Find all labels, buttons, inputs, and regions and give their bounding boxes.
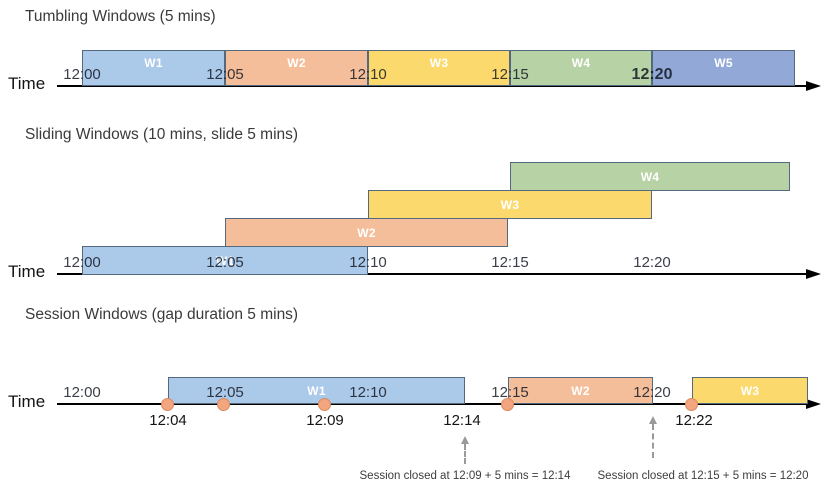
axis-tick-label: 12:10 xyxy=(349,66,387,83)
axis-tick-label: 12:05 xyxy=(206,254,244,271)
event-dot xyxy=(161,398,174,411)
session-event-label: 12:22 xyxy=(675,412,713,429)
tumbling-window-w5: W5 xyxy=(652,50,795,86)
window-label: W1 xyxy=(144,56,163,70)
window-label: W2 xyxy=(287,56,306,70)
axis-tick-label: 12:20 xyxy=(633,254,671,271)
window-label: W3 xyxy=(500,197,520,212)
axis-tick-label: 12:00 xyxy=(63,384,101,401)
axis-tick-label: 12:10 xyxy=(349,384,387,401)
session-event-label: 12:04 xyxy=(149,412,187,429)
window-label: W1 xyxy=(215,253,235,268)
axis-tick-label: 12:05 xyxy=(206,384,244,401)
window-label: W2 xyxy=(357,225,376,240)
dashed-arrow-line xyxy=(652,424,654,458)
session-time-axis-label: Time xyxy=(8,392,46,411)
axis-tick-label: 12:15 xyxy=(491,254,529,271)
tumbling-section-title: Tumbling Windows (5 mins) xyxy=(25,8,216,25)
window-label: W3 xyxy=(429,56,449,70)
window-label: W3 xyxy=(740,383,760,398)
sliding-section-title: Sliding Windows (10 mins, slide 5 mins) xyxy=(25,126,299,143)
window-label: W2 xyxy=(571,383,590,398)
axis-tick-label: 12:10 xyxy=(349,254,387,271)
session-section-title: Session Windows (gap duration 5 mins) xyxy=(25,306,299,323)
session-time-axis xyxy=(57,403,807,405)
arrow-up-icon xyxy=(461,436,469,444)
sliding-window-w4: W4 xyxy=(510,162,790,191)
tumbling-window-w1: W1 xyxy=(82,50,225,86)
session-window-w2: W2 xyxy=(508,377,653,404)
tumbling-window-w2: W2 xyxy=(225,50,368,86)
event-dot xyxy=(501,398,514,411)
axis-tick-label: 12:20 xyxy=(631,66,673,83)
axis-tick-label: 12:20 xyxy=(633,384,671,401)
axis-tick-label: 12:05 xyxy=(206,66,244,83)
tumbling-time-axis-label: Time xyxy=(8,74,46,93)
tumbling-time-axis xyxy=(57,85,807,87)
session-event-label: 12:14 xyxy=(443,412,481,429)
session-annotation: Session closed at 12:09 + 5 mins = 12:14 xyxy=(359,470,571,482)
sliding-time-axis xyxy=(57,273,807,275)
session-window-w3: W3 xyxy=(692,377,808,404)
tumbling-window-w3: W3 xyxy=(368,50,510,86)
event-dot xyxy=(685,398,698,411)
sliding-window-w1: W1 xyxy=(82,246,368,275)
session-annotation: Session closed at 12:15 + 5 mins = 12:20 xyxy=(597,470,809,482)
sliding-window-w3: W3 xyxy=(368,190,652,219)
event-dot xyxy=(217,398,230,411)
window-label: W5 xyxy=(714,56,733,70)
session-event-label: 12:09 xyxy=(306,412,344,429)
event-dot xyxy=(318,398,331,411)
axis-tick-label: 12:15 xyxy=(491,384,529,401)
arrow-right-icon xyxy=(806,81,821,91)
axis-tick-label: 12:00 xyxy=(63,66,101,83)
tumbling-window-w4: W4 xyxy=(510,50,652,86)
dashed-arrow-line xyxy=(464,444,466,464)
arrow-up-icon xyxy=(649,416,657,424)
arrow-right-icon xyxy=(806,399,821,409)
axis-tick-label: 12:15 xyxy=(491,66,529,83)
arrow-right-icon xyxy=(806,269,821,279)
sliding-window-w2: W2 xyxy=(225,218,508,247)
window-label: W1 xyxy=(307,383,326,398)
sliding-time-axis-label: Time xyxy=(8,262,46,281)
window-label: W4 xyxy=(640,169,660,184)
axis-tick-label: 12:00 xyxy=(63,254,101,271)
window-label: W4 xyxy=(571,56,591,70)
